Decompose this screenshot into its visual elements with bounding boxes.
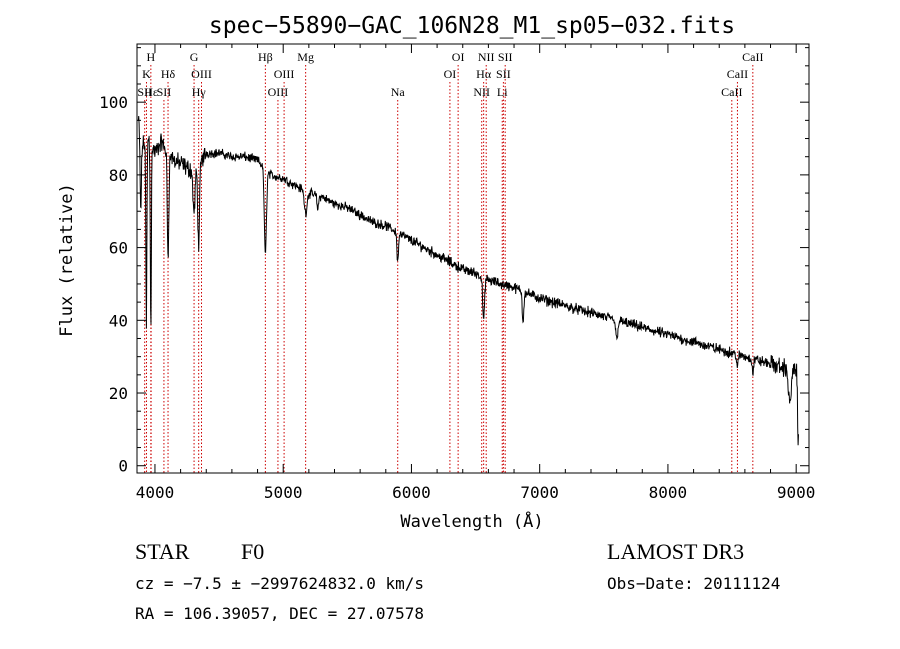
line-marker-label-5: SII	[157, 85, 172, 99]
x-tick-label-6000: 6000	[392, 483, 431, 502]
line-marker-label-10: OIII	[274, 67, 295, 81]
chart-title: spec−55890−GAC_106N28_M1_sp05−032.fits	[209, 13, 735, 39]
line-marker-label-16: NII	[478, 50, 495, 64]
y-tick-label-80: 80	[109, 166, 128, 185]
survey-name: LAMOST DR3	[607, 539, 745, 564]
spectrum-line	[137, 115, 799, 446]
line-marker-label-14: OI	[452, 50, 465, 64]
line-marker-label-0: H	[147, 50, 156, 64]
x-tick-label-7000: 7000	[520, 483, 559, 502]
x-tick-label-5000: 5000	[264, 483, 303, 502]
line-marker-label-2: Hε	[144, 85, 158, 99]
coordinates-readout: RA = 106.39057, DEC = 27.07578	[135, 604, 424, 623]
line-marker-label-4: Hδ	[161, 67, 176, 81]
object-subclass: F0	[241, 539, 265, 564]
y-tick-label-60: 60	[109, 239, 128, 258]
line-marker-label-21: Li	[497, 85, 508, 99]
object-class: STAR	[135, 539, 190, 564]
y-axis-label: Flux (relative)	[57, 183, 77, 337]
plot-frame	[136, 43, 810, 474]
line-marker-label-20: SII	[496, 67, 511, 81]
line-marker-label-7: OIII	[191, 67, 212, 81]
x-axis-label: Wavelength (Å)	[400, 510, 543, 532]
observation-date: Obs−Date: 20111124	[607, 574, 781, 593]
line-marker-label-15: OI	[444, 67, 457, 81]
line-marker-label-17: Hα	[476, 67, 492, 81]
line-markers: HKHεSIIHδSIIGOIIIHγHβOIIIOIIIMgNaOIOINII…	[137, 50, 763, 473]
line-marker-label-23: CaII	[727, 67, 748, 81]
line-marker-label-6: G	[190, 50, 199, 64]
line-marker-label-8: Hγ	[192, 85, 207, 99]
x-tick-label-4000: 4000	[136, 483, 175, 502]
line-marker-label-19: SII	[498, 50, 513, 64]
line-marker-label-1: K	[142, 67, 151, 81]
y-tick-label-40: 40	[109, 311, 128, 330]
line-marker-label-9: Hβ	[258, 50, 273, 64]
y-tick-label-0: 0	[118, 457, 128, 476]
x-tick-label-9000: 9000	[777, 483, 816, 502]
line-marker-label-12: Mg	[297, 50, 314, 64]
y-tick-label-100: 100	[99, 93, 128, 112]
line-marker-label-11: OIII	[268, 85, 289, 99]
spectrum-series	[137, 115, 799, 446]
x-tick-label-8000: 8000	[649, 483, 688, 502]
redshift-readout: cz = −7.5 ± −2997624832.0 km/s	[135, 574, 424, 593]
line-marker-label-13: Na	[391, 85, 406, 99]
axes: 4000 5000 6000 7000 8000 9000 0 20 40 60 80 100	[99, 44, 815, 502]
line-marker-label-24: CaII	[721, 85, 742, 99]
line-marker-label-18: NII	[473, 85, 490, 99]
line-marker-label-22: CaII	[742, 50, 763, 64]
line-marker-label-3: SII	[137, 85, 152, 99]
y-tick-label-20: 20	[109, 384, 128, 403]
